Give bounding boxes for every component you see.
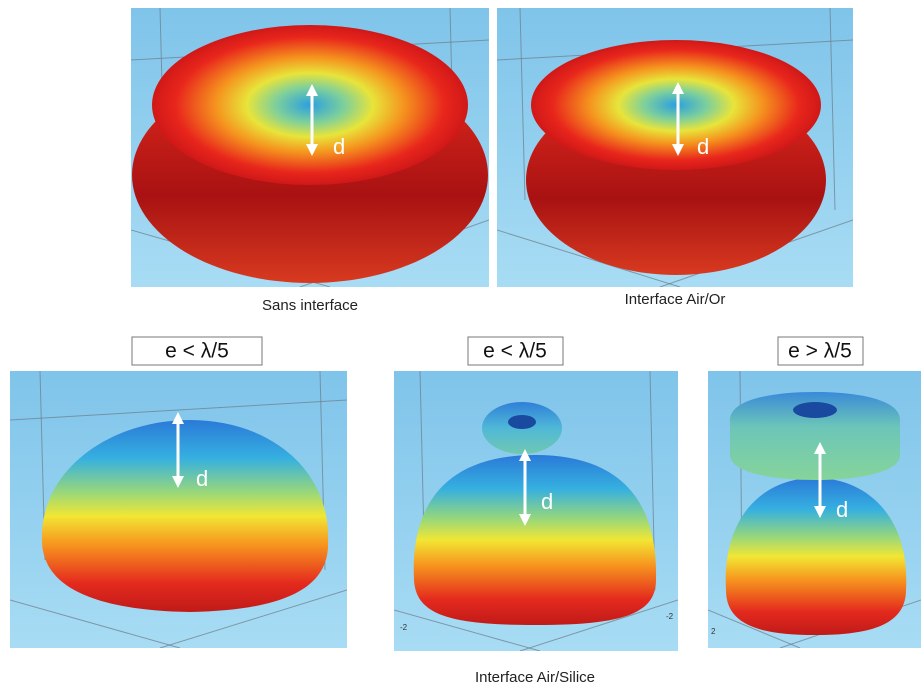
dipole-label: d (836, 497, 848, 522)
panel-no-interface (131, 8, 489, 287)
condition-box (777, 336, 864, 366)
condition: e < λ/5 (483, 340, 547, 363)
condition-box (467, 336, 564, 366)
panel-silica-thick (708, 371, 921, 648)
condition: e < λ/5 (165, 340, 229, 363)
dipole-label: d (333, 134, 345, 159)
axis-tick-label: 2 (711, 627, 716, 636)
axis-tick-label: -2 (400, 623, 408, 632)
caption: Sans interface (262, 297, 358, 314)
caption: Interface Air/Or (625, 291, 726, 308)
dipole-label: d (541, 489, 553, 514)
panel-air-gold (497, 8, 853, 287)
axis-tick-label: -2 (666, 612, 674, 621)
dipole-label: d (697, 134, 709, 159)
panel-silica-thin (10, 371, 347, 648)
condition-box (131, 336, 263, 366)
dipole-label: d (196, 466, 208, 491)
group-caption: Interface Air/Silice (475, 669, 595, 686)
condition: e > λ/5 (788, 340, 852, 363)
panel-silica-thin-2 (394, 371, 678, 651)
